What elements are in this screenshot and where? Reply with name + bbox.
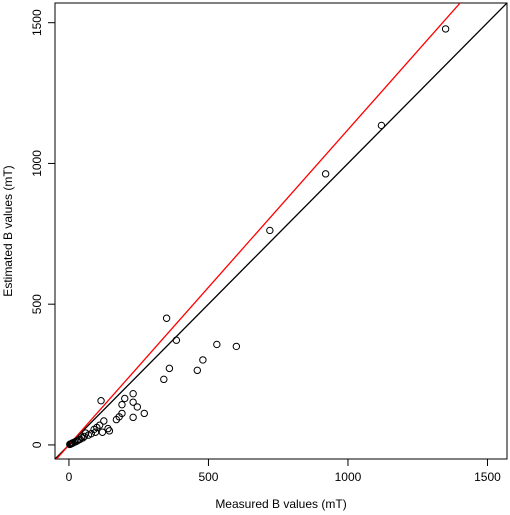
reference-lines <box>55 3 507 459</box>
reference-line-0 <box>55 3 507 459</box>
y-axis: 0 500 1000 1500 <box>30 9 55 448</box>
data-point-0 <box>441 25 450 33</box>
data-point-28 <box>98 428 107 436</box>
y-tick-label-2: 1000 <box>30 150 44 177</box>
y-axis-label: Estimated B values (mT) <box>1 165 15 296</box>
data-point-47 <box>66 440 74 449</box>
data-point-17 <box>133 403 142 411</box>
data-point-16 <box>129 398 137 406</box>
y-tick-label-0: 0 <box>30 441 44 448</box>
data-point-5 <box>172 336 181 344</box>
data-points <box>66 25 450 449</box>
x-tick-label-2: 1000 <box>335 470 362 484</box>
x-tick-label-3: 1500 <box>474 470 501 484</box>
data-point-15 <box>118 400 126 409</box>
data-point-22 <box>112 415 121 424</box>
data-point-11 <box>193 366 201 375</box>
data-point-10 <box>199 356 207 364</box>
data-point-19 <box>129 413 137 422</box>
x-axis-label: Measured B values (mT) <box>215 497 346 511</box>
data-point-7 <box>160 375 168 384</box>
data-point-13 <box>129 389 137 398</box>
data-point-18 <box>140 409 148 418</box>
data-point-23 <box>100 417 108 425</box>
data-point-6 <box>165 364 174 373</box>
data-point-8 <box>213 340 221 349</box>
data-point-1 <box>377 121 386 130</box>
y-tick-label-3: 1500 <box>30 9 44 36</box>
plot-frame <box>54 2 508 460</box>
data-point-9 <box>232 342 241 351</box>
data-point-14 <box>121 394 129 403</box>
y-tick-label-1: 500 <box>30 294 44 314</box>
data-point-3 <box>266 226 274 235</box>
x-axis: 0 500 1000 1500 <box>66 459 501 484</box>
data-point-12 <box>97 397 105 405</box>
data-point-27 <box>105 427 114 435</box>
x-tick-label-1: 500 <box>198 470 218 484</box>
data-point-4 <box>162 314 171 322</box>
reference-line-1 <box>55 3 461 459</box>
data-point-21 <box>118 409 126 418</box>
data-point-2 <box>321 170 330 178</box>
data-point-30 <box>91 428 100 436</box>
x-tick-label-0: 0 <box>66 470 73 484</box>
